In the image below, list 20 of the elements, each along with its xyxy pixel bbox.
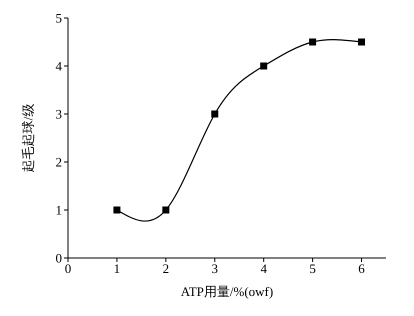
y-tick-label: 1 <box>56 202 62 218</box>
y-tick-label: 3 <box>56 106 62 122</box>
x-tick-label: 2 <box>162 261 170 276</box>
x-axis-title: ATP用量/%(owf) <box>180 284 274 299</box>
point <box>309 38 316 46</box>
point <box>358 38 366 46</box>
x-tick-label: 1 <box>114 261 120 276</box>
y-tick-label: 5 <box>56 10 62 26</box>
point <box>260 62 268 70</box>
point <box>211 110 218 118</box>
x-tick-label: 4 <box>260 261 268 276</box>
x-tick-label: 3 <box>212 261 218 276</box>
y-tick-label: 0 <box>56 250 62 266</box>
y-tick-label: 2 <box>56 154 62 170</box>
x-tick-label: 5 <box>309 261 316 276</box>
point <box>113 206 120 214</box>
point <box>162 206 170 214</box>
y-axis-title: 起毛起球/级 <box>20 104 36 172</box>
x-tick-label: 6 <box>358 261 366 276</box>
y-tick-label: 4 <box>56 58 62 74</box>
